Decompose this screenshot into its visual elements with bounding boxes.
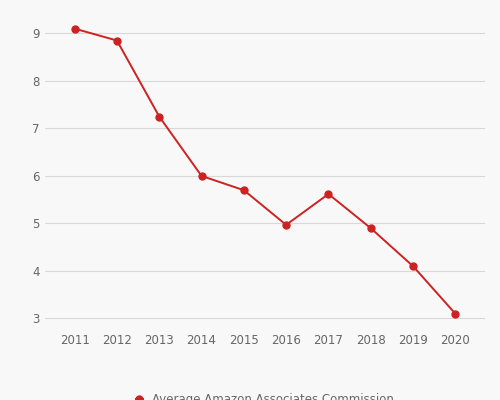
Average Amazon Associates Commission <box>156 114 162 119</box>
Average Amazon Associates Commission <box>283 222 289 227</box>
Average Amazon Associates Commission <box>410 264 416 269</box>
Average Amazon Associates Commission <box>114 38 120 43</box>
Average Amazon Associates Commission <box>326 192 332 196</box>
Average Amazon Associates Commission <box>452 311 458 316</box>
Average Amazon Associates Commission <box>241 188 247 192</box>
Line: Average Amazon Associates Commission: Average Amazon Associates Commission <box>71 25 459 317</box>
Legend: Average Amazon Associates Commission: Average Amazon Associates Commission <box>131 388 399 400</box>
Average Amazon Associates Commission <box>198 174 204 178</box>
Average Amazon Associates Commission <box>368 226 374 231</box>
Average Amazon Associates Commission <box>72 26 78 31</box>
